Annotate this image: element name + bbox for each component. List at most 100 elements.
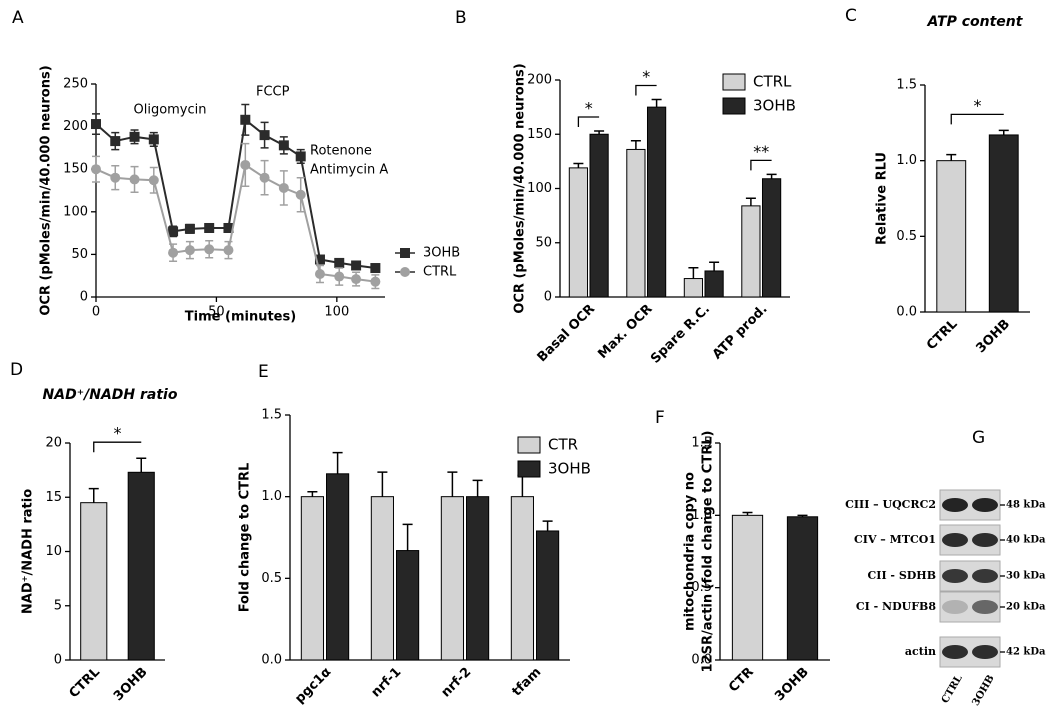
legend-label: 3OHB <box>548 460 591 478</box>
error-bar <box>447 471 458 497</box>
y-axis-label: 12SR/actin (fold change to CTRL) <box>701 431 716 673</box>
marker <box>110 172 121 183</box>
legend-label: 3OHB <box>423 246 460 261</box>
marker <box>184 223 195 234</box>
x-axis-label: Time (minutes) <box>185 310 296 325</box>
x-tick-label: tfam <box>510 665 545 700</box>
x-tick-label: pgc1α <box>292 665 334 707</box>
bar <box>731 514 764 661</box>
y-axis-label: OCR (pMoles/min/40.000 neurons) <box>513 63 528 313</box>
bar <box>786 516 819 661</box>
y-tick-label: 0.5 <box>691 580 712 595</box>
marker <box>314 268 325 279</box>
y-tick-label: 0 <box>544 290 552 305</box>
error-bar <box>766 173 777 179</box>
significance-bracket <box>950 113 1004 125</box>
y-tick-label: 0.0 <box>896 305 917 320</box>
x-tick-label: 3OHB <box>772 665 812 705</box>
error-bar <box>573 162 584 168</box>
row-label: actin <box>905 645 936 658</box>
marker <box>240 114 251 125</box>
error-bar <box>472 479 483 497</box>
panel-letter: G <box>972 428 985 448</box>
bar <box>396 550 420 661</box>
significance-bracket <box>93 441 142 453</box>
lane-label: 3OHB <box>970 673 996 708</box>
marker <box>351 260 362 271</box>
kda-label: 48 kDa <box>1006 500 1046 511</box>
annotation: FCCP <box>256 85 290 100</box>
y-tick-label: 150 <box>63 162 88 177</box>
marker <box>370 276 381 287</box>
series-line <box>95 163 376 283</box>
error-bar <box>377 471 388 497</box>
kda-label: 40 kDa <box>1006 535 1046 546</box>
y-tick-label: 1.0 <box>261 489 282 504</box>
marker <box>334 257 345 268</box>
error-bar <box>630 140 641 150</box>
error-bar <box>136 457 147 473</box>
marker <box>91 119 101 130</box>
panel-letter: C <box>845 6 857 26</box>
series-line <box>95 117 376 270</box>
x-tick-label: CTR <box>726 665 757 696</box>
bar <box>370 496 394 661</box>
legend-swatch <box>722 97 746 115</box>
marker <box>168 247 179 258</box>
annotation: Antimycin A <box>310 163 388 178</box>
row-label: CI - NDUFB8 <box>856 600 936 613</box>
marker <box>351 274 362 285</box>
y-tick-label: 100 <box>527 181 552 196</box>
error-bar <box>517 474 528 497</box>
y-tick-label: 200 <box>63 119 88 134</box>
marker <box>204 244 215 255</box>
significance-label: ** <box>753 142 769 161</box>
error-bar <box>946 153 957 161</box>
y-tick-label: 1.5 <box>691 436 712 451</box>
bar <box>589 133 609 298</box>
error-bar <box>542 520 553 531</box>
marker <box>240 159 251 170</box>
bar <box>626 148 646 298</box>
significance-bracket <box>750 159 772 171</box>
marker <box>278 140 289 151</box>
bar <box>646 106 667 298</box>
y-axis-label: NAD⁺/NADH ratio <box>21 489 36 614</box>
panel-letter: D <box>10 360 23 380</box>
marker <box>259 130 270 141</box>
y-tick-label: 50 <box>535 235 552 250</box>
significance-label: * <box>974 96 982 115</box>
x-tick-label: nrf-2 <box>439 665 475 701</box>
x-tick-label: nrf-1 <box>369 665 405 701</box>
marker <box>110 136 121 147</box>
y-tick-label: 150 <box>527 127 552 142</box>
legend-swatch <box>722 73 746 91</box>
blot-band <box>972 569 998 583</box>
marker <box>129 131 140 142</box>
error-bar <box>709 261 720 271</box>
x-tick-label: Spare R.C. <box>648 302 713 367</box>
legend-swatch <box>517 460 541 478</box>
kda-label: 20 kDa <box>1006 602 1046 613</box>
y-tick-label: 0.5 <box>896 229 917 244</box>
y-tick-label: 0.5 <box>261 571 282 586</box>
kda-label: 30 kDa <box>1006 571 1046 582</box>
y-tick-label: 1.0 <box>691 508 712 523</box>
bar <box>568 167 589 298</box>
bar <box>510 496 534 661</box>
marker <box>295 151 306 162</box>
panel-letter: A <box>12 8 24 28</box>
x-tick-label: 50 <box>208 305 225 320</box>
error-bar <box>402 523 413 551</box>
y-tick-label: 1.5 <box>896 78 917 93</box>
marker <box>204 222 215 233</box>
bar <box>326 473 350 661</box>
row-label: CII - SDHB <box>868 569 936 582</box>
blot-band <box>942 533 968 547</box>
error-bar <box>998 129 1009 135</box>
error-bar <box>307 491 318 497</box>
blot-band <box>972 498 998 512</box>
blot-band <box>972 645 998 659</box>
bar <box>127 471 155 661</box>
y-tick-label: 0.0 <box>691 653 712 668</box>
